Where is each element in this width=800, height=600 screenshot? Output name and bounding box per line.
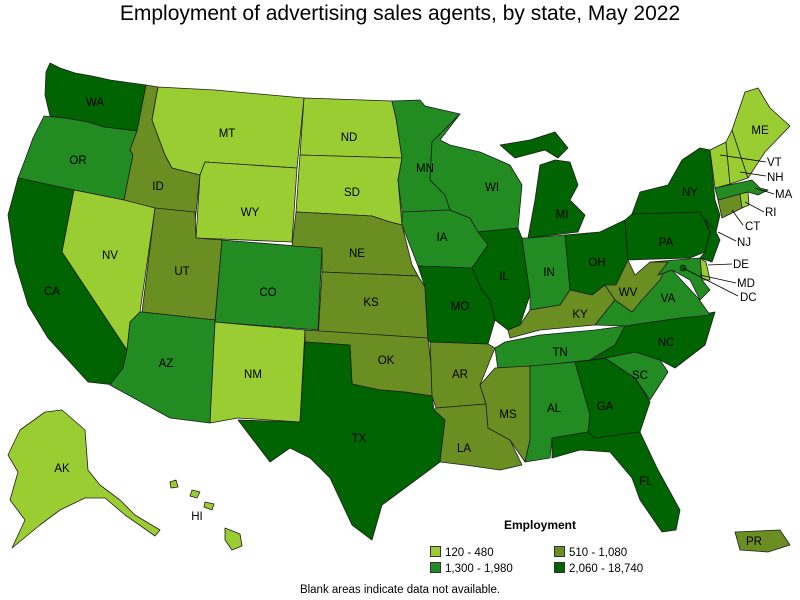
state-label-tn: TN — [552, 347, 567, 359]
state-label-dc: DC — [740, 292, 757, 304]
state-ri[interactable] — [739, 191, 750, 209]
state-fl[interactable] — [551, 431, 681, 533]
state-label-ms: MS — [499, 409, 517, 421]
state-label-la: LA — [457, 443, 471, 455]
state-label-nc: NC — [658, 337, 675, 349]
state-label-wa: WA — [86, 97, 104, 109]
state-label-mn: MN — [416, 163, 434, 175]
state-label-fl: FL — [639, 476, 653, 488]
legend-item: 1,300 - 1,980 — [430, 562, 513, 575]
state-label-nj: NJ — [737, 237, 751, 249]
state-label-az: AZ — [159, 358, 174, 370]
state-hi[interactable] — [169, 479, 243, 551]
state-tx[interactable] — [237, 341, 446, 541]
state-nd[interactable] — [299, 97, 403, 159]
state-label-md: MD — [737, 278, 755, 290]
state-label-oh: OH — [588, 257, 605, 269]
legend: Employment 120 - 480 510 - 1,080 1,300 -… — [430, 518, 680, 578]
label-leader-lines — [682, 154, 775, 297]
state-label-ut: UT — [174, 266, 189, 278]
state-label-wv: WV — [619, 287, 638, 299]
state-label-nv: NV — [102, 250, 118, 262]
state-ne[interactable] — [291, 211, 419, 277]
state-label-ok: OK — [378, 355, 395, 367]
state-co[interactable] — [214, 239, 323, 331]
state-label-mi: MI — [556, 209, 569, 221]
state-pr[interactable] — [734, 529, 791, 553]
state-label-co: CO — [259, 287, 276, 299]
state-label-sc: SC — [632, 370, 648, 382]
state-label-ks: KS — [363, 297, 379, 309]
state-label-ca: CA — [44, 286, 60, 298]
state-mi[interactable] — [499, 131, 586, 239]
state-label-hi: HI — [191, 511, 203, 523]
legend-swatch — [554, 562, 565, 573]
state-label-il: IL — [499, 271, 509, 283]
state-il[interactable] — [471, 227, 531, 331]
state-label-pr: PR — [746, 536, 762, 548]
legend-swatch — [430, 546, 441, 557]
state-label-vt: VT — [767, 157, 782, 169]
legend-swatch — [430, 562, 441, 573]
state-label-va: VA — [661, 293, 676, 305]
state-ak[interactable] — [7, 409, 161, 549]
footnote: Blank areas indicate data not available. — [299, 584, 501, 596]
state-label-mt: MT — [219, 128, 236, 140]
legend-label: 120 - 480 — [445, 547, 494, 559]
state-label-or: OR — [69, 155, 86, 167]
state-wy[interactable] — [195, 161, 298, 243]
state-label-wi: WI — [485, 182, 499, 194]
state-label-ar: AR — [452, 369, 468, 381]
legend-title: Employment — [504, 518, 577, 532]
legend-item: 120 - 480 — [430, 546, 494, 559]
state-label-al: AL — [547, 403, 562, 415]
state-nc[interactable] — [589, 311, 716, 369]
state-label-id: ID — [152, 181, 164, 193]
legend-swatch — [554, 546, 565, 557]
state-md[interactable] — [649, 257, 711, 301]
state-label-me: ME — [751, 125, 769, 137]
state-label-tx: TX — [352, 433, 367, 445]
state-ny[interactable] — [631, 147, 721, 233]
legend-label: 2,060 - 18,740 — [569, 563, 644, 575]
state-label-ia: IA — [437, 232, 448, 244]
state-nj[interactable] — [699, 217, 721, 263]
state-nm[interactable] — [209, 321, 306, 424]
legend-item: 2,060 - 18,740 — [554, 562, 643, 575]
state-label-in: IN — [543, 267, 555, 279]
state-label-ri: RI — [765, 207, 777, 219]
legend-item: 510 - 1,080 — [554, 546, 627, 559]
legend-label: 510 - 1,080 — [569, 547, 628, 559]
state-ma[interactable] — [714, 179, 769, 201]
state-label-nm: NM — [244, 369, 262, 381]
state-label-nh: NH — [767, 172, 784, 184]
state-label-wy: WY — [241, 207, 260, 219]
state-ky[interactable] — [507, 284, 616, 339]
map-title: Employment of advertising sales agents, … — [119, 2, 681, 25]
state-label-ky: KY — [572, 309, 588, 321]
state-label-de: DE — [733, 259, 749, 271]
state-label-ny: NY — [682, 187, 698, 199]
state-label-mo: MO — [451, 301, 470, 313]
state-label-sd: SD — [344, 187, 360, 199]
state-label-ne: NE — [349, 248, 365, 260]
state-label-ct: CT — [745, 221, 760, 233]
state-label-ma: MA — [775, 189, 793, 201]
state-label-pa: PA — [659, 237, 674, 249]
state-label-ga: GA — [597, 401, 614, 413]
state-pa[interactable] — [624, 211, 711, 261]
state-label-nd: ND — [341, 132, 358, 144]
legend-label: 1,300 - 1,980 — [445, 563, 513, 575]
state-label-ak: AK — [54, 463, 70, 475]
